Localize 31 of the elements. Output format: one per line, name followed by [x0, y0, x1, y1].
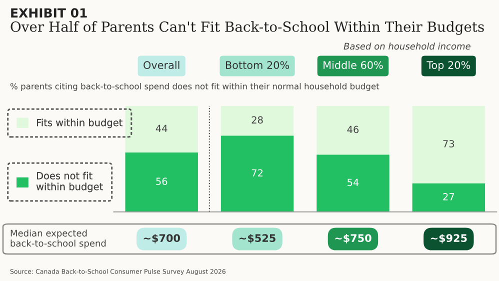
legend-label: Does not fit within budget — [36, 172, 103, 192]
x-tick-label: Middle 60% — [324, 60, 383, 70]
data-label: 46 — [347, 126, 359, 134]
text: Median expected back-to-school spend — [10, 230, 106, 248]
data-label: 27 — [443, 193, 454, 200]
data-label: 54 — [348, 178, 359, 186]
bar — [412, 106, 486, 184]
data-label: 56 — [156, 178, 168, 186]
text: ~$700 — [144, 234, 180, 244]
text: ~$925 — [430, 234, 467, 244]
bar — [125, 152, 198, 212]
bar — [220, 136, 294, 212]
legend-label: Fits within budget — [37, 118, 122, 128]
bar — [220, 106, 294, 136]
text: EXHIBIT 01 — [11, 8, 87, 18]
bar — [316, 106, 390, 155]
bar — [412, 183, 486, 212]
bar — [125, 106, 198, 153]
x-tick-label: Bottom 20% — [226, 61, 290, 70]
data-label: 28 — [252, 116, 263, 124]
bar — [316, 154, 390, 212]
chart-title: Over Half of Parents Can't Fit Back-to-School Within Their Budgets — [10, 21, 484, 35]
text: % parents citing back-to-school spend does not fit within their normal household budget — [10, 82, 380, 92]
x-tick-label: Top 20% — [426, 61, 470, 72]
text: ~$525 — [240, 234, 276, 244]
data-label: 44 — [156, 124, 168, 132]
text: ~$750 — [335, 234, 372, 244]
text: Based on household income — [344, 42, 470, 50]
data-label: 73 — [443, 140, 454, 148]
data-label: 72 — [252, 169, 263, 176]
x-tick-label: Overall — [144, 60, 180, 70]
